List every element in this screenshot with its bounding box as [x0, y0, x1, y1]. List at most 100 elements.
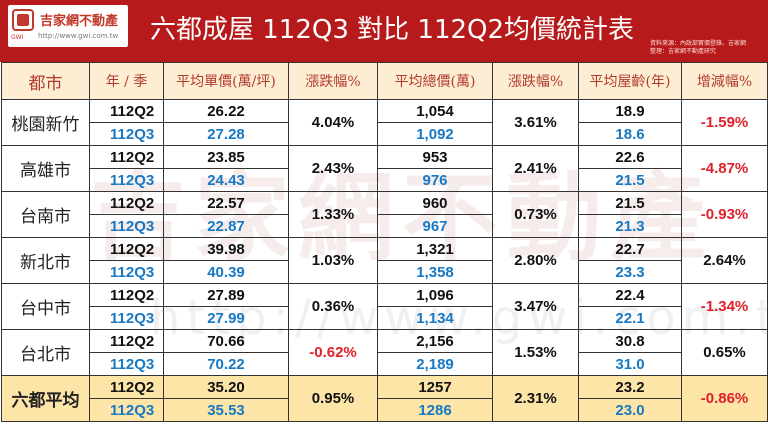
table-row: 112Q3 24.43 976 21.5 [2, 168, 768, 192]
header-total-price: 平均總價(萬) [377, 62, 493, 100]
unit-price-prev: 22.57 [163, 191, 289, 215]
unit-price-change: -0.62% [288, 329, 378, 376]
quarter-cur: 112Q3 [89, 306, 164, 330]
table-row: 高雄市 112Q2 23.85 2.43% 953 2.41% 22.6 -4.87% [1, 145, 768, 192]
quarter-prev: 112Q2 [89, 145, 164, 169]
age-prev: 22.6 [578, 145, 682, 169]
table-row: 112Q3 22.87 967 21.3 [2, 214, 768, 238]
title-banner: GWI 吉家網不動產 http://www.gwi.com.tw 六都成屋 11… [0, 0, 768, 62]
age-cur: 22.1 [578, 306, 682, 330]
source-note: 資料來源：內政部實價登錄、吉家網 整理：吉家網不動產研究 [650, 40, 764, 56]
unit-price-cur: 24.43 [163, 168, 289, 192]
quarter-prev: 112Q2 [89, 99, 164, 123]
table-row: 台北市 112Q2 70.66 -0.62% 2,156 1.53% 30.8 0.65% [1, 329, 768, 376]
total-price-cur: 1286 [377, 398, 493, 422]
quarter-cur: 112Q3 [89, 260, 164, 284]
logo-url: http://www.gwi.com.tw [38, 32, 119, 40]
total-price-prev: 1257 [377, 375, 493, 399]
total-price-prev: 1,054 [377, 99, 493, 123]
city-name: 台中市 [1, 283, 90, 330]
unit-price-change: 1.03% [288, 237, 378, 284]
total-price-change: 2.31% [492, 375, 579, 422]
unit-price-cur: 70.22 [163, 352, 289, 376]
table-header-row: 都市 年 / 季 平均單價(萬/坪) 漲跌幅% 平均總價(萬) 漲跌幅% 平均屋… [1, 62, 768, 100]
total-price-change: 2.80% [492, 237, 579, 284]
logo-house-icon [12, 9, 34, 31]
total-price-change: 2.41% [492, 145, 579, 192]
header-unit-change: 漲跌幅% [288, 62, 378, 100]
total-price-change: 1.53% [492, 329, 579, 376]
age-change: 0.65% [681, 329, 768, 376]
header-age-change: 增減幅% [681, 62, 768, 100]
unit-price-cur: 27.28 [163, 122, 289, 146]
page-title: 六都成屋 112Q3 對比 112Q2均價統計表 [149, 15, 635, 45]
total-price-prev: 2,156 [377, 329, 493, 353]
unit-price-change: 0.95% [288, 375, 378, 422]
age-prev: 21.5 [578, 191, 682, 215]
unit-price-prev: 35.20 [163, 375, 289, 399]
total-price-cur: 2,189 [377, 352, 493, 376]
unit-price-prev: 39.98 [163, 237, 289, 261]
unit-price-prev: 26.22 [163, 99, 289, 123]
total-price-change: 3.61% [492, 99, 579, 146]
quarter-prev: 112Q2 [89, 237, 164, 261]
quarter-cur: 112Q3 [89, 122, 164, 146]
unit-price-cur: 40.39 [163, 260, 289, 284]
unit-price-cur: 22.87 [163, 214, 289, 238]
unit-price-prev: 70.66 [163, 329, 289, 353]
table-row: 112Q3 27.28 1,092 18.6 [2, 122, 768, 146]
quarter-cur: 112Q3 [89, 214, 164, 238]
age-prev: 30.8 [578, 329, 682, 353]
unit-price-prev: 23.85 [163, 145, 289, 169]
unit-price-change: 2.43% [288, 145, 378, 192]
quarter-prev: 112Q2 [89, 329, 164, 353]
total-price-cur: 1,092 [377, 122, 493, 146]
city-name: 台南市 [1, 191, 90, 238]
total-price-cur: 1,134 [377, 306, 493, 330]
unit-price-cur: 35.53 [163, 398, 289, 422]
logo-brand-text: GWI [11, 34, 24, 41]
city-name: 台北市 [1, 329, 90, 376]
source-line-1: 資料來源：內政部實價登錄、吉家網 [650, 40, 747, 47]
total-price-prev: 953 [377, 145, 493, 169]
age-cur: 31.0 [578, 352, 682, 376]
unit-price-cur: 27.99 [163, 306, 289, 330]
age-change: -1.34% [681, 283, 768, 330]
table-row: 112Q3 70.22 2,189 31.0 [2, 352, 768, 376]
total-price-prev: 1,096 [377, 283, 493, 307]
age-prev: 22.4 [578, 283, 682, 307]
unit-price-change: 4.04% [288, 99, 378, 146]
quarter-cur: 112Q3 [89, 352, 164, 376]
price-stats-table: 都市 年 / 季 平均單價(萬/坪) 漲跌幅% 平均總價(萬) 漲跌幅% 平均屋… [1, 62, 768, 422]
age-change: -0.86% [681, 375, 768, 422]
unit-price-prev: 27.89 [163, 283, 289, 307]
table-row: 新北市 112Q2 39.98 1.03% 1,321 2.80% 22.7 2.64% [1, 237, 768, 284]
age-change: -4.87% [681, 145, 768, 192]
logo: GWI 吉家網不動產 http://www.gwi.com.tw [8, 5, 128, 47]
age-prev: 18.9 [578, 99, 682, 123]
age-cur: 23.3 [578, 260, 682, 284]
city-name: 高雄市 [1, 145, 90, 192]
header-quarter: 年 / 季 [89, 62, 164, 100]
age-change: 2.64% [681, 237, 768, 284]
table-row: 112Q3 35.53 1286 23.0 [2, 398, 768, 422]
unit-price-change: 0.36% [288, 283, 378, 330]
header-city: 都市 [1, 62, 90, 100]
table-row: 台中市 112Q2 27.89 0.36% 1,096 3.47% 22.4 -1.34% [1, 283, 768, 330]
age-change: -1.59% [681, 99, 768, 146]
quarter-prev: 112Q2 [89, 283, 164, 307]
logo-name: 吉家網不動產 [40, 14, 119, 29]
total-price-change: 3.47% [492, 283, 579, 330]
age-prev: 22.7 [578, 237, 682, 261]
age-cur: 21.3 [578, 214, 682, 238]
table-row: 112Q3 40.39 1,358 23.3 [2, 260, 768, 284]
table-row: 六都平均 112Q2 35.20 0.95% 1257 2.31% 23.2 -0.86% [1, 375, 768, 422]
total-price-prev: 960 [377, 191, 493, 215]
quarter-prev: 112Q2 [89, 375, 164, 399]
source-line-2: 整理：吉家網不動產研究 [650, 48, 717, 55]
city-name: 桃園新竹 [1, 99, 90, 146]
total-price-prev: 1,321 [377, 237, 493, 261]
age-prev: 23.2 [578, 375, 682, 399]
total-price-cur: 967 [377, 214, 493, 238]
age-cur: 18.6 [578, 122, 682, 146]
